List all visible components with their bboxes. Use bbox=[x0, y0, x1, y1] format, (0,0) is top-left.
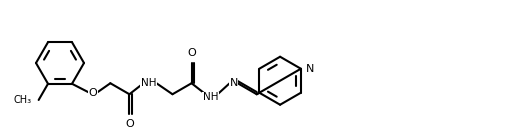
Text: N: N bbox=[229, 78, 238, 88]
Text: O: O bbox=[187, 48, 196, 58]
Text: NH: NH bbox=[141, 78, 156, 88]
Text: CH₃: CH₃ bbox=[13, 95, 32, 105]
Text: O: O bbox=[89, 88, 98, 98]
Text: NH: NH bbox=[203, 92, 218, 102]
Text: N: N bbox=[306, 64, 314, 74]
Text: O: O bbox=[125, 119, 134, 129]
